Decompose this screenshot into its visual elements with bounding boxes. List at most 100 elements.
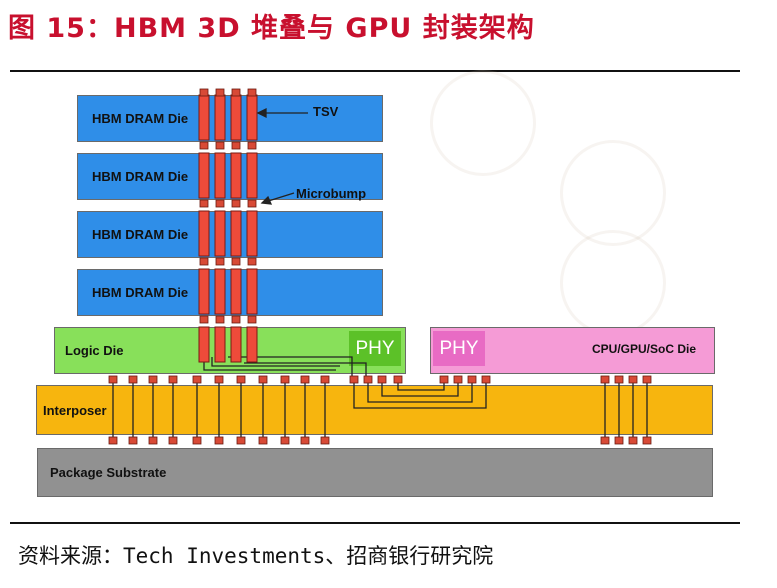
- bump: [642, 375, 652, 384]
- microbump: [231, 257, 241, 266]
- tsv-segment: [198, 94, 210, 141]
- tsv-segment: [198, 326, 210, 363]
- bump: [614, 436, 624, 445]
- tsv-columns: [198, 94, 258, 363]
- package-substrate: Package Substrate: [37, 448, 713, 497]
- microbump: [247, 315, 257, 324]
- tsv-segment: [246, 326, 258, 363]
- tsv-segment: [230, 94, 242, 141]
- microbump: [231, 199, 241, 208]
- microbump: [247, 141, 257, 150]
- microbump: [199, 315, 209, 324]
- processor-phy-block: PHY: [433, 331, 485, 366]
- bump: [467, 375, 477, 384]
- hbm-dram-die-2: HBM DRAM Die: [77, 153, 383, 200]
- microbump: [231, 88, 241, 97]
- tsv-segment: [246, 94, 258, 141]
- tsv-segment: [230, 326, 242, 363]
- microbump: [231, 315, 241, 324]
- hbm-dram-die-1: HBM DRAM Die: [77, 95, 383, 142]
- figure-source: 资料来源：Tech Investments、招商银行研究院: [18, 544, 494, 568]
- bump: [214, 375, 224, 384]
- tsv-segment: [246, 210, 258, 257]
- processor-die: PHY CPU/GPU/SoC Die: [430, 327, 715, 374]
- microbump: [215, 88, 225, 97]
- bump: [192, 436, 202, 445]
- bump: [148, 436, 158, 445]
- logic-die-trace: [228, 356, 353, 378]
- bump: [439, 375, 449, 384]
- microbump: [247, 88, 257, 97]
- bump: [168, 375, 178, 384]
- tsv-segment: [214, 268, 226, 315]
- bump: [128, 375, 138, 384]
- bump: [377, 375, 387, 384]
- tsv-segment: [214, 152, 226, 199]
- tsv-arrowhead: [256, 107, 267, 119]
- bump: [280, 375, 290, 384]
- bump: [642, 436, 652, 445]
- logic-die-trace: [211, 357, 340, 367]
- interposer: Interposer: [36, 385, 713, 435]
- logic-die-label: Logic Die: [65, 343, 124, 358]
- bump: [148, 375, 158, 384]
- bump: [214, 436, 224, 445]
- annotation-arrows: [256, 107, 308, 205]
- hbm-dram-die-4: HBM DRAM Die: [77, 269, 383, 316]
- logic-phy-block: PHY: [349, 331, 401, 366]
- bump: [236, 436, 246, 445]
- tsv-segment: [214, 210, 226, 257]
- tsv-segment: [198, 210, 210, 257]
- tsv-segment: [230, 210, 242, 257]
- bump: [300, 375, 310, 384]
- top-divider: [10, 70, 740, 72]
- bump: [320, 375, 330, 384]
- hbm-die-label: HBM DRAM Die: [92, 285, 189, 300]
- bump: [481, 375, 491, 384]
- phy-to-phy-trace: [381, 383, 459, 397]
- phy-to-phy-trace: [367, 383, 473, 403]
- hbm-dram-die-3: HBM DRAM Die: [77, 211, 383, 258]
- bump: [168, 436, 178, 445]
- bump: [614, 375, 624, 384]
- logic-die-trace: [244, 362, 367, 378]
- microbump: [215, 141, 225, 150]
- substrate-label: Package Substrate: [50, 465, 167, 480]
- hbm-die-label: HBM DRAM Die: [92, 169, 189, 184]
- bump: [108, 375, 118, 384]
- hbm-die-label: HBM DRAM Die: [92, 111, 189, 126]
- microbump: [215, 315, 225, 324]
- microbump-annotation: Microbump: [296, 186, 367, 201]
- microbump: [247, 199, 257, 208]
- tsv-segment: [230, 152, 242, 199]
- bottom-divider: [10, 522, 740, 524]
- microbump: [247, 257, 257, 266]
- tsv-annotation: TSV: [313, 104, 339, 119]
- microbump: [199, 88, 209, 97]
- tsv-segment: [246, 152, 258, 199]
- bump: [300, 436, 310, 445]
- bump: [453, 375, 463, 384]
- bump: [393, 375, 403, 384]
- microbump: [199, 141, 209, 150]
- tsv-segment: [198, 152, 210, 199]
- microbumps: [108, 88, 652, 445]
- bump: [320, 436, 330, 445]
- microbump: [199, 257, 209, 266]
- microbump: [199, 199, 209, 208]
- bump: [600, 436, 610, 445]
- microbump-arrowhead: [260, 195, 273, 205]
- figure-title: 图 15：HBM 3D 堆叠与 GPU 封装架构: [8, 13, 535, 44]
- bump: [363, 375, 373, 384]
- phy-to-phy-trace: [397, 383, 445, 391]
- bump: [128, 436, 138, 445]
- tsv-segment: [214, 94, 226, 141]
- tsv-segment: [198, 268, 210, 315]
- bump: [280, 436, 290, 445]
- tsv-segment: [246, 268, 258, 315]
- microbump: [215, 199, 225, 208]
- interposer-vias: [112, 383, 648, 437]
- phy-to-phy-trace: [353, 383, 487, 409]
- interposer-wiring: [203, 356, 487, 409]
